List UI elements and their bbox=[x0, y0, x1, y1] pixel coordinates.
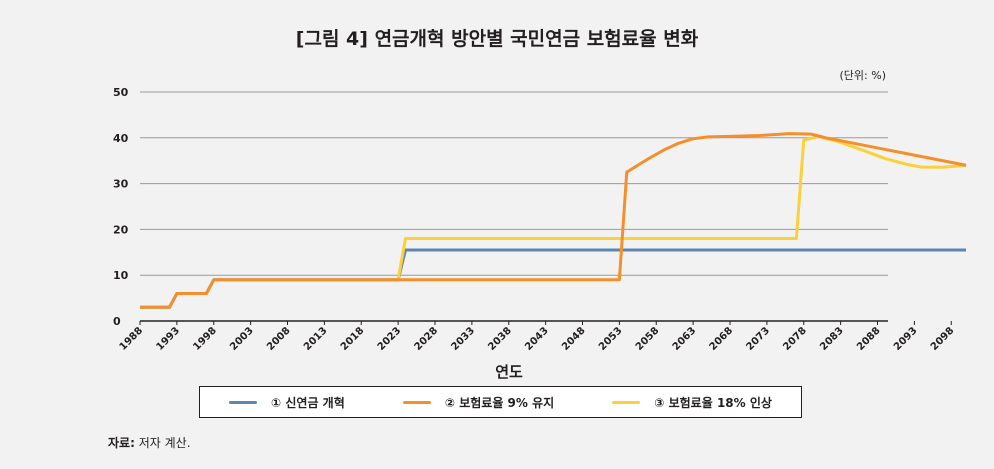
x-tick-label: 2098 bbox=[929, 325, 956, 352]
y-tick-label: 40 bbox=[113, 132, 129, 145]
x-tick-label: 2058 bbox=[634, 325, 661, 352]
x-tick-label: 1998 bbox=[191, 325, 218, 352]
x-tick-label: 2078 bbox=[781, 325, 808, 352]
y-tick-label: 20 bbox=[113, 223, 129, 236]
y-tick-label: 0 bbox=[113, 315, 121, 328]
y-axis-ticks: 0 10 20 30 40 50 bbox=[113, 86, 129, 328]
legend: ① 신연금 개혁 ② 보험료율 9% 유지 ③ 보험료율 18% 인상 bbox=[199, 386, 802, 418]
y-tick-label: 30 bbox=[113, 178, 129, 191]
legend-swatch-2 bbox=[402, 400, 431, 404]
source-label: 자료: bbox=[108, 436, 135, 450]
legend-item-2: ② 보험료율 9% 유지 bbox=[402, 394, 555, 411]
x-axis-label: 연도 bbox=[495, 363, 523, 381]
x-tick-label: 2083 bbox=[818, 325, 845, 352]
legend-label-1: ① 신연금 개혁 bbox=[271, 395, 345, 410]
x-tick-label: 2038 bbox=[486, 325, 513, 352]
source-text: 저자 계산. bbox=[138, 436, 191, 450]
x-tick-label: 2033 bbox=[450, 325, 477, 352]
x-tick-label: 2003 bbox=[228, 325, 255, 352]
chart-title: [그림 4] 연금개혁 방안별 국민연금 보험료율 변화 bbox=[295, 28, 699, 50]
y-tick-label: 10 bbox=[113, 269, 129, 282]
x-tick-label: 2028 bbox=[413, 325, 440, 352]
x-axis-ticks: 1988 1993 1998 2003 2008 2013 2018 2023 2028 2033… bbox=[118, 321, 956, 353]
x-tick-label: 2053 bbox=[597, 325, 624, 352]
unit-label: (단위: %) bbox=[839, 69, 886, 82]
y-tick-label: 50 bbox=[113, 86, 129, 99]
x-tick-label: 2008 bbox=[265, 325, 292, 352]
x-tick-label: 2023 bbox=[376, 325, 403, 352]
x-tick-label: 2068 bbox=[708, 325, 735, 352]
x-tick-label: 2013 bbox=[302, 325, 329, 352]
grid-lines bbox=[140, 91, 888, 322]
x-tick-label: 2063 bbox=[671, 325, 698, 352]
series-line-2 bbox=[140, 132, 967, 309]
series-line-3 bbox=[396, 134, 967, 281]
x-tick-label: 2088 bbox=[855, 325, 882, 352]
x-tick-label: 1988 bbox=[118, 325, 145, 352]
legend-swatch-1 bbox=[229, 400, 258, 404]
legend-label-3: ③ 보험료율 18% 인상 bbox=[654, 395, 772, 410]
legend-swatch-3 bbox=[612, 400, 641, 404]
series-lines bbox=[140, 132, 967, 309]
legend-label-2: ② 보험료율 9% 유지 bbox=[444, 395, 555, 410]
source-note: 자료: 저자 계산. bbox=[108, 434, 191, 451]
x-tick-label: 2018 bbox=[339, 325, 366, 352]
legend-item-3: ③ 보험료율 18% 인상 bbox=[612, 394, 772, 411]
legend-item-1: ① 신연금 개혁 bbox=[229, 394, 345, 411]
x-tick-label: 2048 bbox=[560, 325, 587, 352]
x-tick-label: 2073 bbox=[745, 325, 772, 352]
x-tick-label: 1993 bbox=[155, 325, 182, 352]
x-tick-label: 2093 bbox=[892, 325, 919, 352]
x-tick-label: 2043 bbox=[523, 325, 550, 352]
